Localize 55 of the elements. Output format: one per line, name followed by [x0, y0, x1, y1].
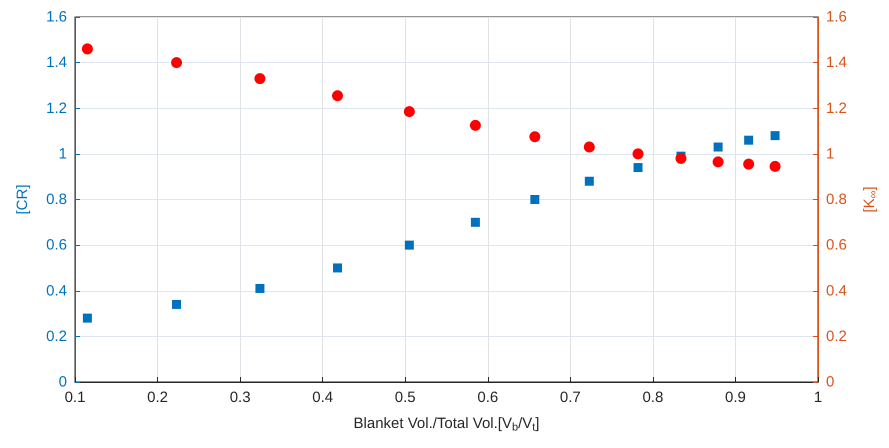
point — [255, 284, 264, 293]
y-tick-label: 1.2 — [46, 100, 67, 117]
y2-tick-label: 0 — [826, 374, 834, 390]
y2-tick-label: 0.6 — [826, 236, 847, 254]
y2-axis-title: [K∞] — [861, 186, 880, 213]
point — [171, 57, 182, 68]
point — [82, 43, 93, 54]
y2-tick-label: 0.4 — [826, 282, 847, 300]
point — [770, 160, 781, 172]
x-tick-label: 0.1 — [64, 389, 86, 406]
y-tick-label: 0.2 — [46, 328, 67, 345]
point — [632, 148, 644, 160]
point — [333, 263, 342, 272]
x-tick-label: 0.6 — [477, 389, 498, 406]
point — [470, 120, 481, 131]
point — [770, 131, 780, 140]
point — [172, 300, 182, 309]
point — [634, 163, 643, 172]
point — [530, 195, 540, 204]
y-tick-label: 0.8 — [46, 191, 67, 208]
point — [529, 131, 540, 142]
y2-tick-label: 0.2 — [826, 328, 847, 345]
point — [584, 176, 594, 186]
point — [584, 142, 595, 153]
x-tick-label: 1 — [814, 389, 822, 406]
point — [743, 158, 754, 170]
y2-tick-label: 1.4 — [826, 54, 847, 72]
y-tick-label: 1.4 — [46, 54, 67, 72]
point — [714, 142, 723, 152]
point — [332, 90, 344, 102]
point — [254, 73, 266, 84]
x-tick-label: 0.2 — [147, 389, 168, 406]
x-tick-label: 0.3 — [230, 389, 251, 406]
point — [470, 218, 480, 227]
y-tick-label: 0.4 — [46, 282, 67, 300]
y2-tick-label: 1.6 — [826, 8, 847, 26]
point — [675, 152, 686, 164]
x-tick-label: 0.7 — [560, 389, 581, 406]
y-axis-title: [CR] — [14, 184, 31, 214]
y2-tick-label: 0.8 — [826, 191, 847, 208]
y-tick-label: 0.6 — [46, 236, 67, 254]
x-tick-label: 0.4 — [312, 389, 334, 406]
point — [744, 136, 754, 145]
x-tick-label: 0.8 — [642, 389, 664, 406]
x-tick-label: 0.5 — [394, 389, 416, 406]
y2-tick-label: 1.2 — [826, 100, 847, 117]
y2-tick-label: 1 — [826, 145, 834, 162]
point — [404, 240, 414, 250]
y-tick-label: 1.6 — [46, 8, 67, 26]
y-tick-label: 1 — [58, 145, 67, 162]
point — [712, 156, 724, 168]
x-tick-label: 0.9 — [725, 389, 746, 406]
y-tick-label: 0 — [58, 374, 67, 390]
point — [82, 314, 92, 323]
point — [404, 106, 415, 118]
